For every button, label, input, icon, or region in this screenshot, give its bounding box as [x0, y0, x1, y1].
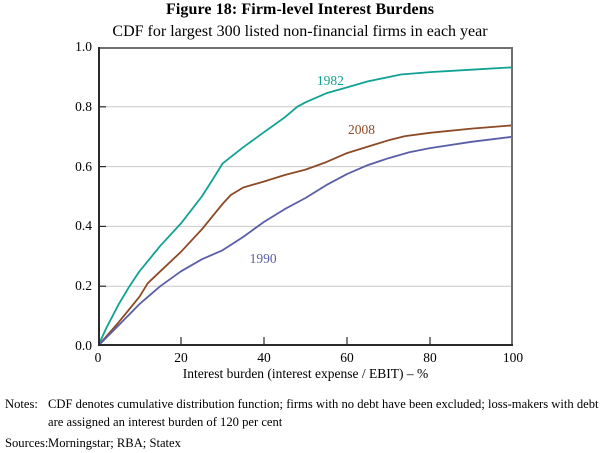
figure-subtitle: CDF for largest 300 listed non-financial…: [112, 23, 488, 40]
series-line-2008: [98, 124, 513, 346]
notes-text: CDF denotes cumulative distribution func…: [48, 397, 599, 429]
y-axis-tick-label: 0.0: [75, 338, 92, 353]
x-axis-tick-label: 60: [340, 350, 354, 365]
series-line-1990: [98, 135, 513, 346]
notes-label: Notes:: [5, 397, 38, 411]
notes-row: Notes: CDF denotes cumulative distributi…: [5, 395, 600, 431]
series-label-1982: 1982: [316, 73, 344, 89]
sources-text: Morningstar; RBA; Statex: [48, 436, 181, 450]
y-axis-tick-label: 1.0: [75, 39, 92, 54]
series-label-1990: 1990: [249, 251, 277, 267]
series-line-1982: [98, 66, 513, 346]
y-axis-tick-label: 0.2: [75, 278, 92, 294]
sources-label: Sources:: [5, 436, 49, 450]
plot-frame-left-bottom: [98, 47, 513, 346]
y-axis-tick-label: 0.6: [75, 158, 92, 174]
y-axis-tick-label: 0.8: [75, 98, 92, 114]
figure-title: Figure 18: Firm-level Interest Burdens: [165, 1, 435, 18]
sources-row: Sources: Morningstar; RBA; Statex: [5, 434, 600, 452]
y-axis-tick-label: 0.4: [75, 218, 92, 234]
x-axis-tick-label: 0: [94, 350, 102, 365]
x-axis-tick-label: 80: [423, 350, 437, 365]
x-axis-tick-label: 100: [502, 350, 524, 365]
x-axis-tick-label: 20: [174, 350, 188, 365]
plot-area: [98, 47, 513, 346]
cdf-chart-svg: [98, 47, 513, 346]
plot-frame-top-right: [98, 47, 513, 346]
series-label-2008: 2008: [348, 122, 376, 138]
x-axis-title: Interest burden (interest expense / EBIT…: [182, 366, 429, 381]
x-axis-tick-label: 40: [257, 350, 271, 365]
